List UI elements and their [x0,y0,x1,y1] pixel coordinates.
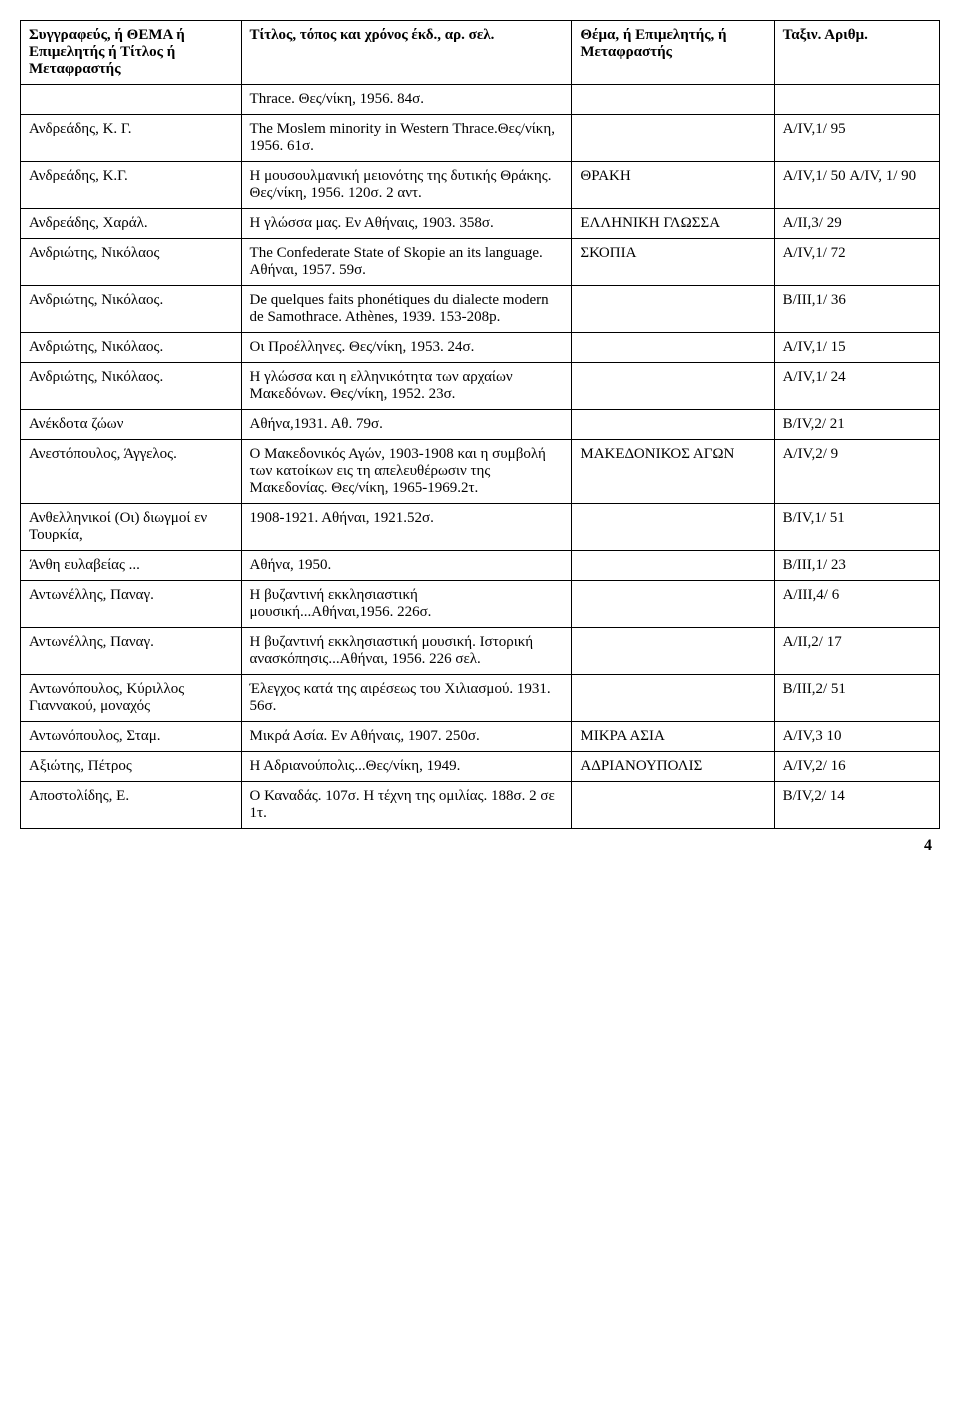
cell: Β/ΙV,1/ 51 [774,504,939,551]
table-row: Ανδριώτης, Νικόλαος.De quelques faits ph… [21,286,940,333]
cell [572,85,774,115]
cell: Α/ΙΙ,3/ 29 [774,209,939,239]
cell: ΜΙΚΡΑ ΑΣΙΑ [572,722,774,752]
cell: Μικρά Ασία. Εν Αθήναις, 1907. 250σ. [241,722,572,752]
table-row: Ανδριώτης, Νικόλαος.Οι Προέλληνες. Θες/ν… [21,333,940,363]
cell [21,85,242,115]
table-row: Αντωνέλλης, Παναγ. Η βυζαντινή εκκλησιασ… [21,628,940,675]
cell: Η βυζαντινή εκκλησιαστική μουσική. Ιστορ… [241,628,572,675]
table-row: Ανδρεάδης, Χαράλ.Η γλώσσα μας. Εν Αθήναι… [21,209,940,239]
table-row: Αντωνέλλης, Παναγ.Η βυζαντινή εκκλησιαστ… [21,581,940,628]
cell: The Moslem minority in Western Thrace.Θε… [241,115,572,162]
cell: Ανδριώτης, Νικόλαος. [21,333,242,363]
cell: Αντωνόπουλος, Κύριλλος Γιαννακού, μοναχό… [21,675,242,722]
table-row: Αντωνόπουλος, Σταμ.Μικρά Ασία. Εν Αθήναι… [21,722,940,752]
cell: Α/ΙΙ,2/ 17 [774,628,939,675]
header-classnum: Ταξιν. Αριθμ. [774,21,939,85]
cell [572,782,774,829]
cell: Η γλώσσα μας. Εν Αθήναις, 1903. 358σ. [241,209,572,239]
cell: Αθήνα, 1950. [241,551,572,581]
cell [572,504,774,551]
cell: Ανέκδοτα ζώων [21,410,242,440]
cell: Α/ΙV,1/ 50 Α/ΙV, 1/ 90 [774,162,939,209]
table-row: Άνθη ευλαβείας ...Αθήνα, 1950. Β/ΙΙΙ,1/ 2… [21,551,940,581]
cell: Αποστολίδης, Ε. [21,782,242,829]
cell [774,85,939,115]
cell: Η Αδριανούπολις...Θες/νίκη, 1949. [241,752,572,782]
cell: Αθήνα,1931. Αθ. 79σ. [241,410,572,440]
cell: Β/ΙV,2/ 21 [774,410,939,440]
cell: Οι Προέλληνες. Θες/νίκη, 1953. 24σ. [241,333,572,363]
cell: Α/ΙV,1/ 24 [774,363,939,410]
bibliography-table: Συγγραφεύς, ή ΘΕΜΑ ή Επιμελητής ή Τίτλος… [20,20,940,829]
table-row: Αποστολίδης, Ε.Ο Καναδάς. 107σ. Η τέχνη … [21,782,940,829]
table-row: Ανδριώτης, Νικόλαος.Η γλώσσα και η ελλην… [21,363,940,410]
page-number: 4 [20,837,940,855]
cell: ΘΡΑΚΗ [572,162,774,209]
cell [572,410,774,440]
cell: Α/ΙV,1/ 95 [774,115,939,162]
cell: ΣΚΟΠΙΑ [572,239,774,286]
cell [572,628,774,675]
cell: The Confederate State of Skopie an its l… [241,239,572,286]
header-title: Τίτλος, τόπος και χρόνος έκδ., αρ. σελ. [241,21,572,85]
cell [572,675,774,722]
cell: Αντωνόπουλος, Σταμ. [21,722,242,752]
cell [572,333,774,363]
header-author: Συγγραφεύς, ή ΘΕΜΑ ή Επιμελητής ή Τίτλος… [21,21,242,85]
cell: Ο Μακεδονικός Αγών, 1903-1908 και η συμβ… [241,440,572,504]
cell [572,581,774,628]
cell: Β/ΙV,2/ 14 [774,782,939,829]
table-row: Ανδριώτης, ΝικόλαοςThe Confederate State… [21,239,940,286]
cell [572,286,774,333]
cell: ΕΛΛΗΝΙΚΗ ΓΛΩΣΣΑ [572,209,774,239]
cell: Η μουσουλμανική μειονότης της δυτικής Θρ… [241,162,572,209]
cell: Ανδρεάδης, Χαράλ. [21,209,242,239]
cell: Άνθη ευλαβείας ... [21,551,242,581]
cell: 1908-1921. Αθήναι, 1921.52σ. [241,504,572,551]
cell: Ανδριώτης, Νικόλαος [21,239,242,286]
cell: Α/ΙV,1/ 72 [774,239,939,286]
cell: Α/ΙΙΙ,4/ 6 [774,581,939,628]
header-subject: Θέμα, ή Επιμελητής, ή Μεταφραστής [572,21,774,85]
cell: Ανδριώτης, Νικόλαος. [21,363,242,410]
cell: Β/ΙΙΙ,2/ 51 [774,675,939,722]
cell: Αξιώτης, Πέτρος [21,752,242,782]
cell: Ο Καναδάς. 107σ. Η τέχνη της ομιλίας. 18… [241,782,572,829]
cell: Η γλώσσα και η ελληνικότητα των αρχαίων … [241,363,572,410]
cell: Αντωνέλλης, Παναγ. [21,581,242,628]
cell: Ανθελληνικοί (Οι) διωγμοί εν Τουρκία, [21,504,242,551]
table-row: Αξιώτης, ΠέτροςΗ Αδριανούπολις...Θες/νίκ… [21,752,940,782]
cell: Αντωνέλλης, Παναγ. [21,628,242,675]
cell: Α/ΙV,3 10 [774,722,939,752]
cell: Ανδριώτης, Νικόλαος. [21,286,242,333]
cell: Ανεστόπουλος, Άγγελος. [21,440,242,504]
table-row: Αντωνόπουλος, Κύριλλος Γιαννακού, μοναχό… [21,675,940,722]
table-row: Ανδρεάδης, Κ.Γ.Η μουσουλμανική μειονότης… [21,162,940,209]
cell: ΑΔΡΙΑΝΟΥΠΟΛΙΣ [572,752,774,782]
cell: De quelques faits phonétiques du dialect… [241,286,572,333]
cell: Α/ΙV,2/ 16 [774,752,939,782]
cell: Έλεγχος κατά της αιρέσεως του Χιλιασμού.… [241,675,572,722]
table-row: Ανεστόπουλος, Άγγελος.Ο Μακεδονικός Αγών… [21,440,940,504]
header-row: Συγγραφεύς, ή ΘΕΜΑ ή Επιμελητής ή Τίτλος… [21,21,940,85]
cell [572,115,774,162]
table-row: Ανδρεάδης, Κ. Γ.The Moslem minority in W… [21,115,940,162]
table-row: Ανέκδοτα ζώωνΑθήνα,1931. Αθ. 79σ. Β/ΙV,2/… [21,410,940,440]
cell [572,551,774,581]
cell [572,363,774,410]
cell: Β/ΙΙΙ,1/ 36 [774,286,939,333]
table-row: Ανθελληνικοί (Οι) διωγμοί εν Τουρκία,190… [21,504,940,551]
table-row: Thrace. Θες/νίκη, 1956. 84σ. [21,85,940,115]
cell: Η βυζαντινή εκκλησιαστική μουσική...Αθήν… [241,581,572,628]
cell: Α/ΙV,1/ 15 [774,333,939,363]
cell: Α/ΙV,2/ 9 [774,440,939,504]
cell: Ανδρεάδης, Κ. Γ. [21,115,242,162]
cell: ΜΑΚΕΔΟΝΙΚΟΣ ΑΓΩΝ [572,440,774,504]
cell: Thrace. Θες/νίκη, 1956. 84σ. [241,85,572,115]
cell: Ανδρεάδης, Κ.Γ. [21,162,242,209]
cell: Β/ΙΙΙ,1/ 23 [774,551,939,581]
